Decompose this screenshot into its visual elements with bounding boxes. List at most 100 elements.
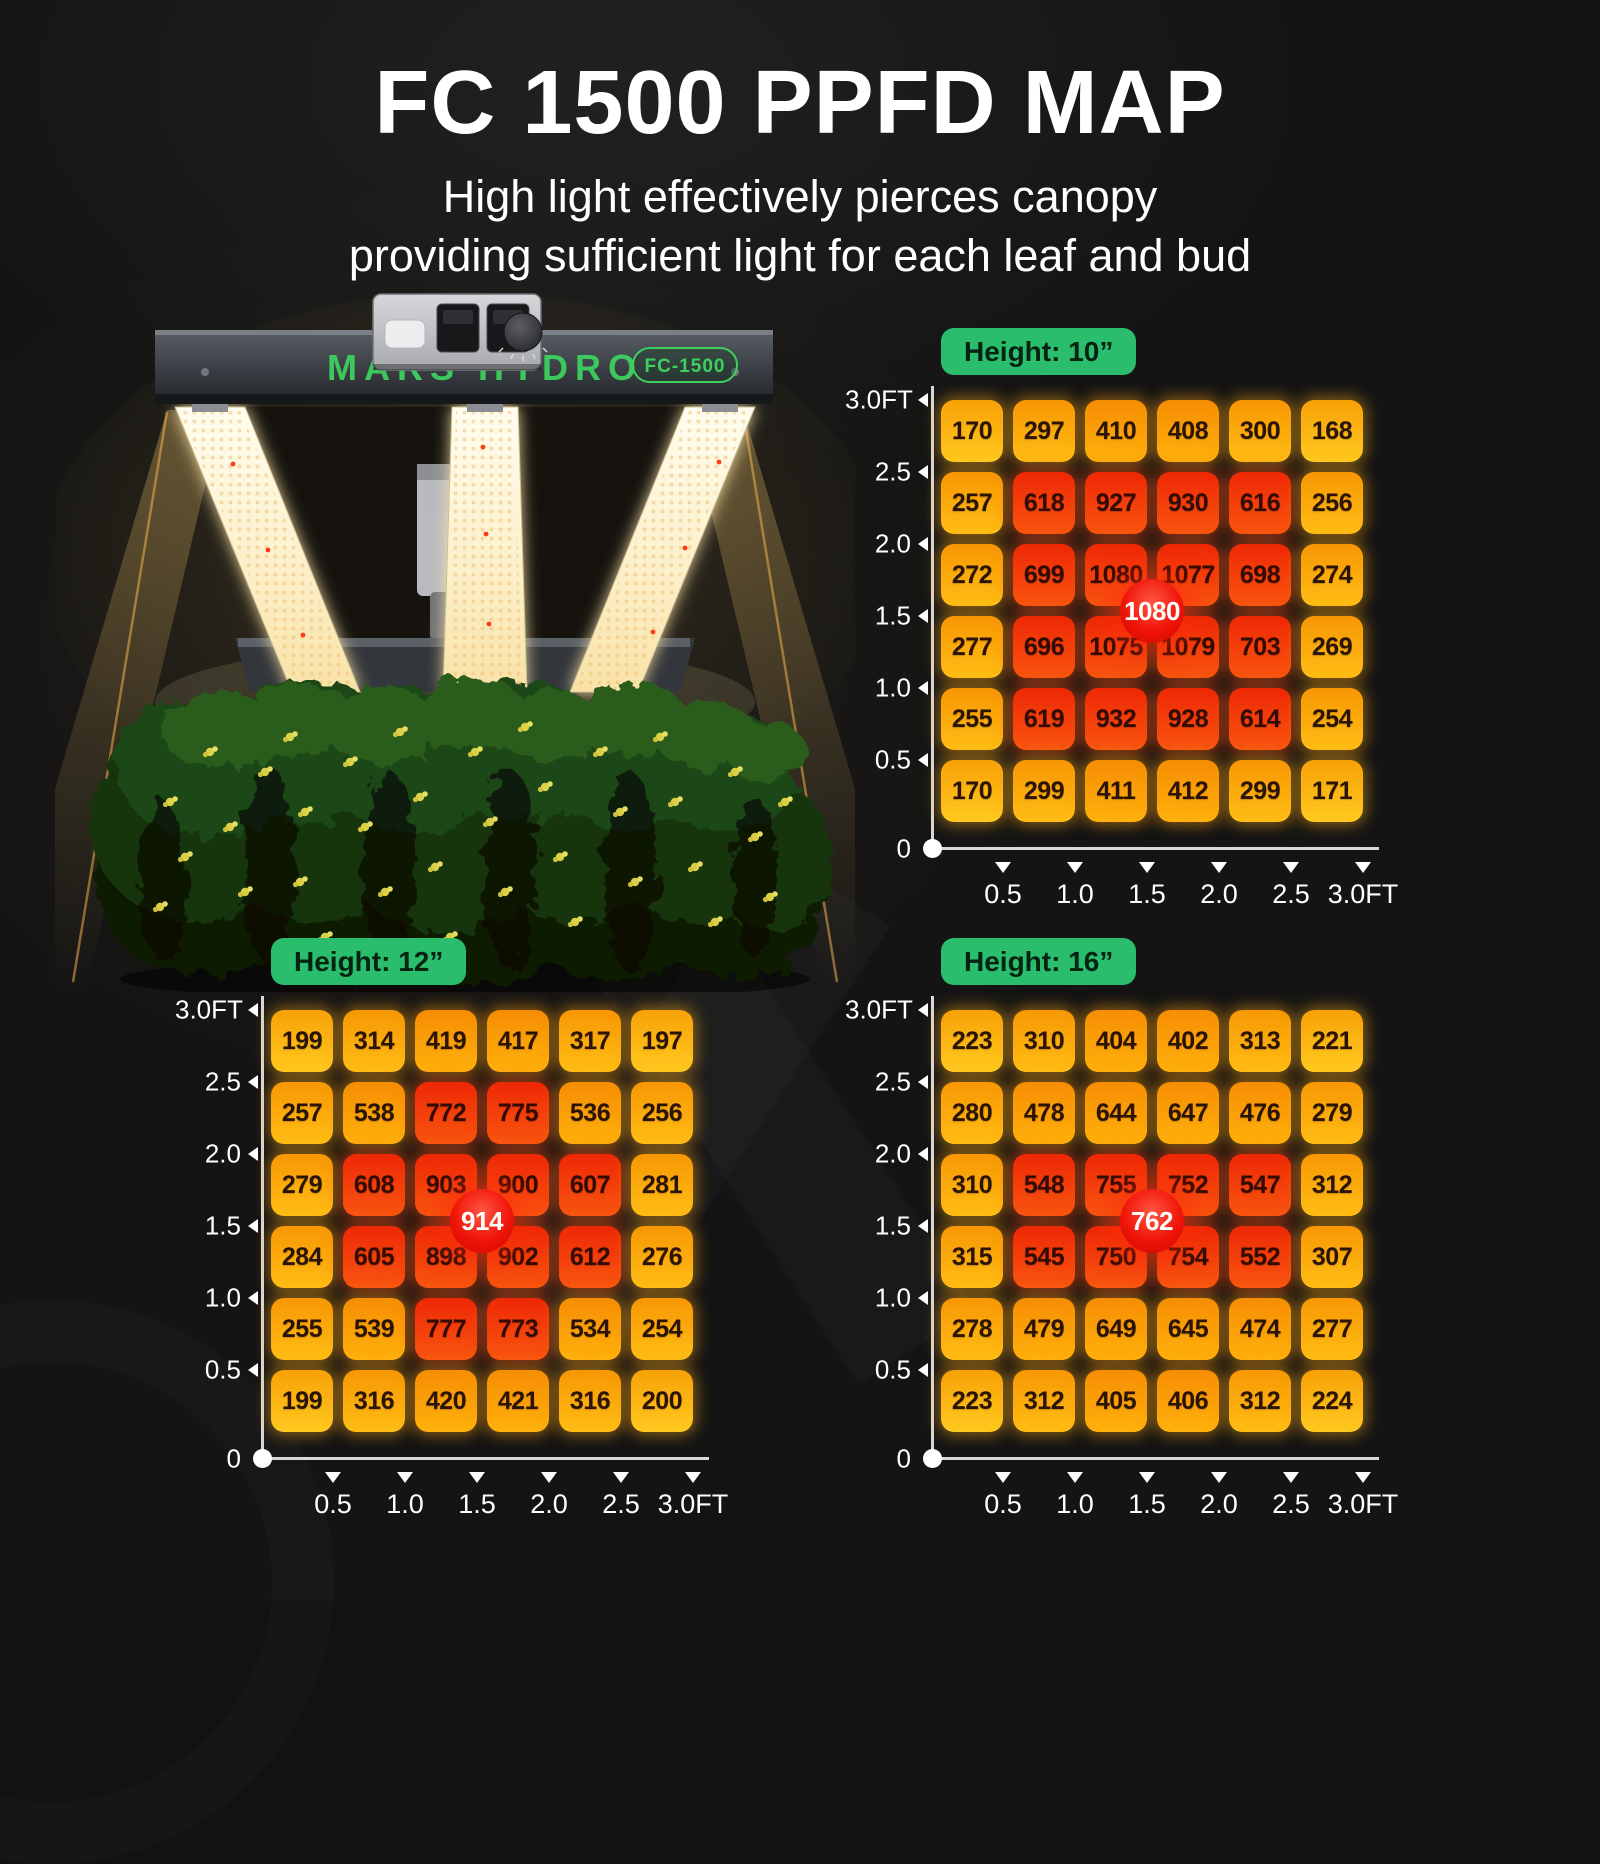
ppfd-cell: 645 <box>1157 1298 1219 1360</box>
x-axis-tick-icon <box>325 1472 341 1483</box>
ppfd-cell: 277 <box>941 616 1003 678</box>
ppfd-cell: 312 <box>1229 1370 1291 1432</box>
y-axis-label: 1.5 <box>204 1210 241 1241</box>
controller-unit <box>372 293 548 371</box>
x-axis-label: 2.0 <box>1200 1489 1238 1519</box>
y-axis-label: 0 <box>896 833 911 864</box>
ppfd-cell: 478 <box>1013 1082 1075 1144</box>
x-axis-tick-icon <box>469 1472 485 1483</box>
ppfd-cell: 312 <box>1013 1370 1075 1432</box>
ppfd-cell: 170 <box>941 400 1003 462</box>
y-axis-label: 1.0 <box>874 672 911 703</box>
ppfd-cell: 898 <box>415 1226 477 1288</box>
height-badge: Height: 10” <box>941 328 1137 375</box>
ppfd-cell: 170 <box>941 760 1003 822</box>
ppfd-cell: 607 <box>559 1154 621 1216</box>
x-axis-label: 0.5 <box>984 1489 1022 1519</box>
ppfd-chart-height-12: Height: 12” 3.0FT 2.5 2.0 1.5 1.0 0.5 0 0.5 1.0 1.… <box>175 938 765 1533</box>
ppfd-cell: 928 <box>1157 688 1219 750</box>
ppfd-cell: 171 <box>1301 760 1363 822</box>
ppfd-cell: 223 <box>941 1370 1003 1432</box>
y-axis-line <box>261 996 264 1460</box>
ppfd-cell: 547 <box>1229 1154 1291 1216</box>
ppfd-cell: 408 <box>1157 400 1219 462</box>
ppfd-cell: 412 <box>1157 760 1219 822</box>
x-axis-label: 3.0FT <box>1327 1489 1399 1519</box>
height-badge: Height: 12” <box>271 938 467 985</box>
center-ppfd-badge: 762 <box>1120 1189 1184 1253</box>
x-axis-label: 2.0 <box>1200 879 1238 909</box>
ppfd-cell: 254 <box>631 1298 693 1360</box>
ppfd-cell: 534 <box>559 1298 621 1360</box>
ppfd-cell: 272 <box>941 544 1003 606</box>
y-axis-tick-icon <box>918 1147 928 1161</box>
x-axis-tick-icon <box>1355 862 1371 873</box>
dimmer-knob <box>503 312 543 352</box>
y-axis-label: 0.5 <box>874 1354 911 1385</box>
ppfd-cell: 404 <box>1085 1010 1147 1072</box>
y-axis-label: 3.0FT <box>845 384 913 415</box>
ppfd-cell: 199 <box>271 1010 333 1072</box>
ppfd-cell: 310 <box>941 1154 1003 1216</box>
red-diode-dots <box>230 444 722 638</box>
ppfd-cell: 696 <box>1013 616 1075 678</box>
y-axis-label: 2.5 <box>874 456 911 487</box>
x-axis-tick-icon <box>1139 1472 1155 1483</box>
x-axis-label: 2.5 <box>1272 879 1310 909</box>
ppfd-cell: 608 <box>343 1154 405 1216</box>
y-axis-tick-icon <box>248 1147 258 1161</box>
y-axis-label: 3.0FT <box>175 994 243 1025</box>
y-axis-label: 2.5 <box>874 1066 911 1097</box>
ppfd-cell: 421 <box>487 1370 549 1432</box>
y-axis-label: 1.5 <box>874 1210 911 1241</box>
ppfd-cell: 932 <box>1085 688 1147 750</box>
y-axis-tick-icon <box>248 1363 258 1377</box>
ppfd-cell: 903 <box>415 1154 477 1216</box>
ppfd-cell: 284 <box>271 1226 333 1288</box>
ppfd-cell: 614 <box>1229 688 1291 750</box>
y-axis-label: 0.5 <box>874 744 911 775</box>
y-axis-line <box>931 386 934 850</box>
y-axis-tick-icon <box>918 1291 928 1305</box>
x-axis-label: 0.5 <box>984 879 1022 909</box>
ppfd-cell: 612 <box>559 1226 621 1288</box>
y-axis-label: 0 <box>896 1443 911 1474</box>
ppfd-cell: 474 <box>1229 1298 1291 1360</box>
x-axis-label: 1.5 <box>1128 879 1166 909</box>
ppfd-cell: 775 <box>487 1082 549 1144</box>
x-axis-tick-icon <box>995 1472 1011 1483</box>
x-axis-tick-icon <box>1211 1472 1227 1483</box>
ppfd-cell: 314 <box>343 1010 405 1072</box>
y-axis-tick-icon <box>248 1291 258 1305</box>
ppfd-cell: 536 <box>559 1082 621 1144</box>
x-axis-tick-icon <box>1067 862 1083 873</box>
y-axis-tick-icon <box>248 1003 258 1017</box>
ppfd-cell: 773 <box>487 1298 549 1360</box>
x-axis-tick-icon <box>1283 1472 1299 1483</box>
x-axis-label: 2.5 <box>602 1489 640 1519</box>
axis-origin-dot <box>923 839 942 858</box>
ppfd-cell: 545 <box>1013 1226 1075 1288</box>
ppfd-cell: 476 <box>1229 1082 1291 1144</box>
y-axis-label: 1.0 <box>204 1282 241 1313</box>
y-axis-label: 0 <box>226 1443 241 1474</box>
page-title: FC 1500 PPFD MAP <box>374 53 1226 153</box>
ppfd-cell: 278 <box>941 1298 1003 1360</box>
y-axis-label: 1.0 <box>874 1282 911 1313</box>
x-axis-label: 1.0 <box>386 1489 424 1519</box>
ppfd-cell: 927 <box>1085 472 1147 534</box>
y-axis-label: 2.0 <box>204 1138 241 1169</box>
ppfd-cell: 538 <box>343 1082 405 1144</box>
ppfd-cell: 256 <box>1301 472 1363 534</box>
y-axis-tick-icon <box>248 1075 258 1089</box>
ppfd-cell: 419 <box>415 1010 477 1072</box>
ppfd-cell: 279 <box>1301 1082 1363 1144</box>
ppfd-cell: 703 <box>1229 616 1291 678</box>
axis-origin-dot <box>253 1449 272 1468</box>
model-text: FC-1500 <box>645 356 726 377</box>
ppfd-cell: 750 <box>1085 1226 1147 1288</box>
x-axis-tick-icon <box>1139 862 1155 873</box>
y-axis-tick-icon <box>918 1003 928 1017</box>
ppfd-cell: 274 <box>1301 544 1363 606</box>
ppfd-cell: 269 <box>1301 616 1363 678</box>
